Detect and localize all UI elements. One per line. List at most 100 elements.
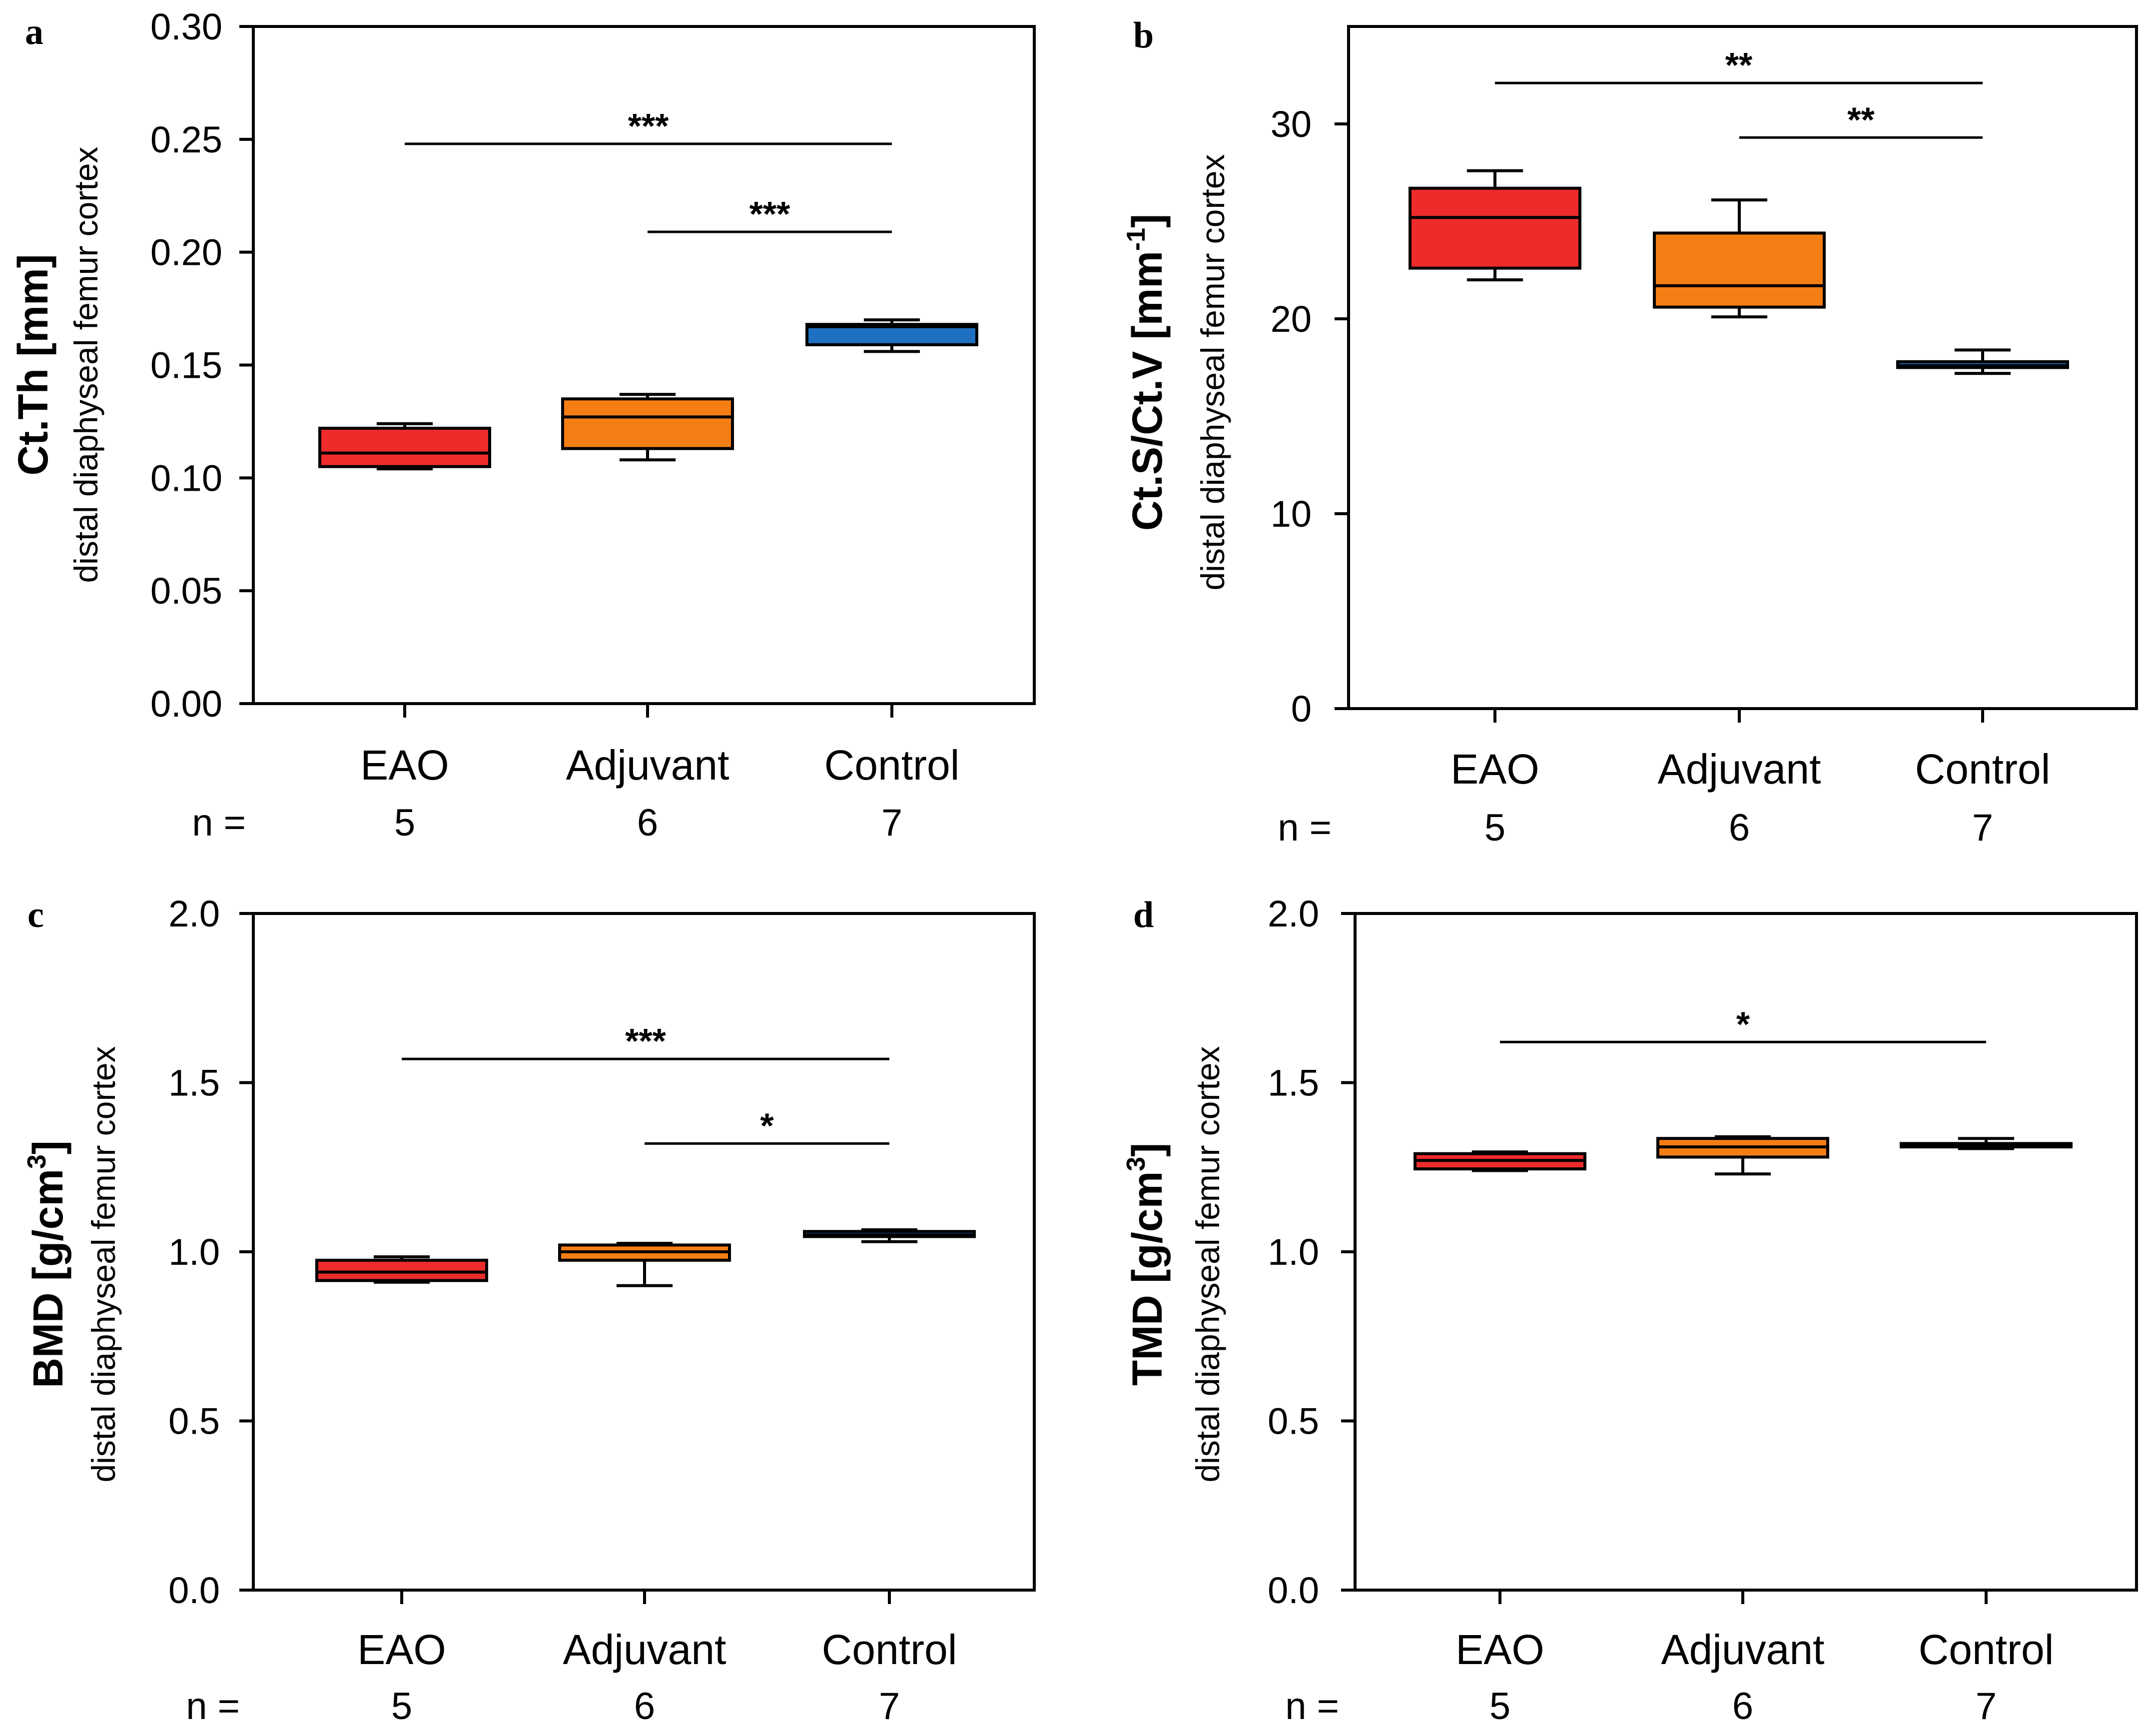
significance-label: *: [760, 1106, 774, 1145]
y-tick-label: 30: [1271, 103, 1312, 145]
panel-c-letter: c: [27, 894, 44, 935]
n-label: n =: [1285, 1685, 1339, 1728]
panel-b-frame: [1347, 25, 2138, 710]
x-tick-label: Control: [1915, 746, 2051, 793]
box-control: [805, 318, 978, 353]
y-tick-label: 0.10: [150, 457, 222, 499]
x-tick-label: Adjuvant: [566, 742, 729, 789]
box-body: [1409, 186, 1581, 270]
box-body: [1653, 231, 1826, 309]
n-value: 5: [1489, 1685, 1510, 1728]
n-value: 5: [394, 802, 415, 844]
y-axis-sublabel: distal diaphyseal femur cortex: [1194, 154, 1231, 590]
n-label: n =: [186, 1685, 240, 1728]
panel-a-letter: a: [25, 11, 43, 52]
y-tick-label: 1.5: [1268, 1062, 1319, 1104]
y-tick-label: 0.30: [150, 6, 222, 47]
box-adjuvant: [1653, 198, 1826, 319]
y-tick-label: 0.00: [150, 683, 222, 725]
panel-a-plot: 0.00 0.05 0.10 0.15 0.20 0.25 0.30 EAO 5 Adjuvant…: [150, 6, 1036, 844]
y-tick-label: 2.0: [168, 893, 220, 934]
y-tick-label: 10: [1271, 493, 1312, 535]
y-axis-title-end: ]: [1124, 214, 1171, 228]
x-tick-label: Control: [822, 1626, 957, 1673]
box-body: [318, 426, 491, 468]
panel-a-ylabel: Ct.Th [mm] distal diaphyseal femur cortex: [9, 146, 104, 583]
panel-b: b Ct.S/Ct.V [mm-1] distal diaphyseal femu…: [1122, 15, 2138, 849]
panel-c: c BMD [g/cm3] distal diaphyseal femur cor…: [22, 893, 1036, 1728]
y-axis-sublabel-group: distal diaphyseal femur cortex: [85, 1046, 122, 1482]
panel-b-ylabel: Ct.S/Ct.V [mm-1] distal diaphyseal femur …: [1122, 154, 1231, 590]
box-body: [561, 397, 734, 450]
y-axis-title-main: Ct.Th [mm]: [9, 254, 56, 475]
significance-label: ***: [628, 106, 669, 145]
x-tick-label: EAO: [360, 742, 449, 789]
n-value: 7: [1972, 807, 1993, 849]
box-adjuvant: [558, 1242, 731, 1287]
n-value: 6: [1732, 1685, 1753, 1728]
x-tick-label: Adjuvant: [1658, 746, 1821, 793]
significance-label: **: [1847, 100, 1875, 139]
y-tick-label: 0.0: [1268, 1570, 1319, 1611]
y-axis-sublabel-group: distal diaphyseal femur cortex: [1189, 1046, 1226, 1482]
y-axis-title-sup: -1: [1122, 228, 1151, 251]
panel-b-letter: b: [1133, 15, 1154, 56]
y-axis-sublabel-group: distal diaphyseal femur cortex: [1194, 154, 1231, 590]
y-axis-title: TMD [g/cm3]: [1122, 1143, 1171, 1386]
y-axis-label: TMD [g/cm3]: [1122, 1143, 1171, 1386]
n-value: 6: [1729, 807, 1750, 849]
significance-label: ***: [749, 194, 790, 233]
n-value: 7: [879, 1685, 900, 1728]
box-adjuvant: [1656, 1135, 1829, 1176]
box-adjuvant: [561, 393, 734, 462]
n-value: 6: [637, 802, 658, 844]
y-axis-title-end: ]: [1124, 1143, 1171, 1157]
x-tick-label: EAO: [1455, 1626, 1544, 1673]
y-tick-label: 0.5: [1268, 1401, 1319, 1442]
box-eao: [318, 422, 491, 471]
y-axis-title-main: BMD [g/cm: [24, 1169, 71, 1388]
significance-label: ***: [625, 1021, 666, 1060]
box-eao: [1414, 1150, 1586, 1172]
x-tick-label: Adjuvant: [1661, 1626, 1825, 1673]
n-value: 7: [1976, 1685, 1997, 1728]
panel-d-ylabel: TMD [g/cm3] distal diaphyseal femur corte…: [1122, 1046, 1226, 1482]
n-value: 5: [391, 1685, 412, 1728]
box-eao: [1409, 169, 1581, 281]
y-tick-label: 1.0: [168, 1231, 220, 1273]
significance-label: *: [1736, 1004, 1750, 1043]
box-control: [1896, 348, 2069, 375]
panel-d: d TMD [g/cm3] distal diaphyseal femur cor…: [1122, 893, 2138, 1728]
y-axis-label: Ct.S/Ct.V [mm-1]: [1122, 214, 1171, 531]
y-axis-title-sup: 3: [22, 1154, 51, 1169]
y-tick-label: 1.5: [168, 1062, 220, 1104]
y-axis-label: Ct.Th [mm]: [9, 254, 56, 475]
box-control: [1900, 1137, 2073, 1150]
panel-c-plot: 0.0 0.5 1.0 1.5 2.0 EAO 5 Adjuvant 6 Control 7 n = *…: [168, 893, 1036, 1728]
n-value: 7: [881, 802, 902, 844]
x-tick-label: Adjuvant: [563, 1626, 726, 1673]
y-tick-label: 20: [1271, 298, 1312, 340]
y-axis-sublabel: distal diaphyseal femur cortex: [67, 146, 104, 583]
panel-d-plot: 0.0 0.5 1.0 1.5 2.0 EAO 5 Adjuvant 6 Control 7 n = *: [1268, 893, 2138, 1728]
y-tick-label: 0.20: [150, 232, 222, 273]
box-control: [803, 1228, 976, 1243]
n-value: 6: [634, 1685, 655, 1728]
y-axis-title-sup: 3: [1122, 1157, 1151, 1171]
y-tick-label: 0.05: [150, 570, 222, 612]
panel-d-letter: d: [1133, 894, 1154, 935]
y-tick-label: 0.5: [168, 1401, 220, 1442]
y-axis-sublabel-group: distal diaphyseal femur cortex: [67, 146, 104, 583]
y-axis-sublabel: distal diaphyseal femur cortex: [1189, 1046, 1226, 1482]
panel-a: a Ct.Th [mm] distal diaphyseal femur cort…: [9, 6, 1036, 844]
y-tick-label: 0.25: [150, 119, 222, 160]
y-axis-title: Ct.Th [mm]: [9, 254, 56, 475]
y-axis-title: Ct.S/Ct.V [mm-1]: [1122, 214, 1171, 531]
significance-label: **: [1725, 45, 1753, 84]
n-label: n =: [1278, 807, 1332, 849]
x-tick-label: Control: [1919, 1626, 2054, 1673]
y-axis-label: BMD [g/cm3]: [22, 1140, 71, 1388]
y-tick-label: 0.15: [150, 345, 222, 386]
